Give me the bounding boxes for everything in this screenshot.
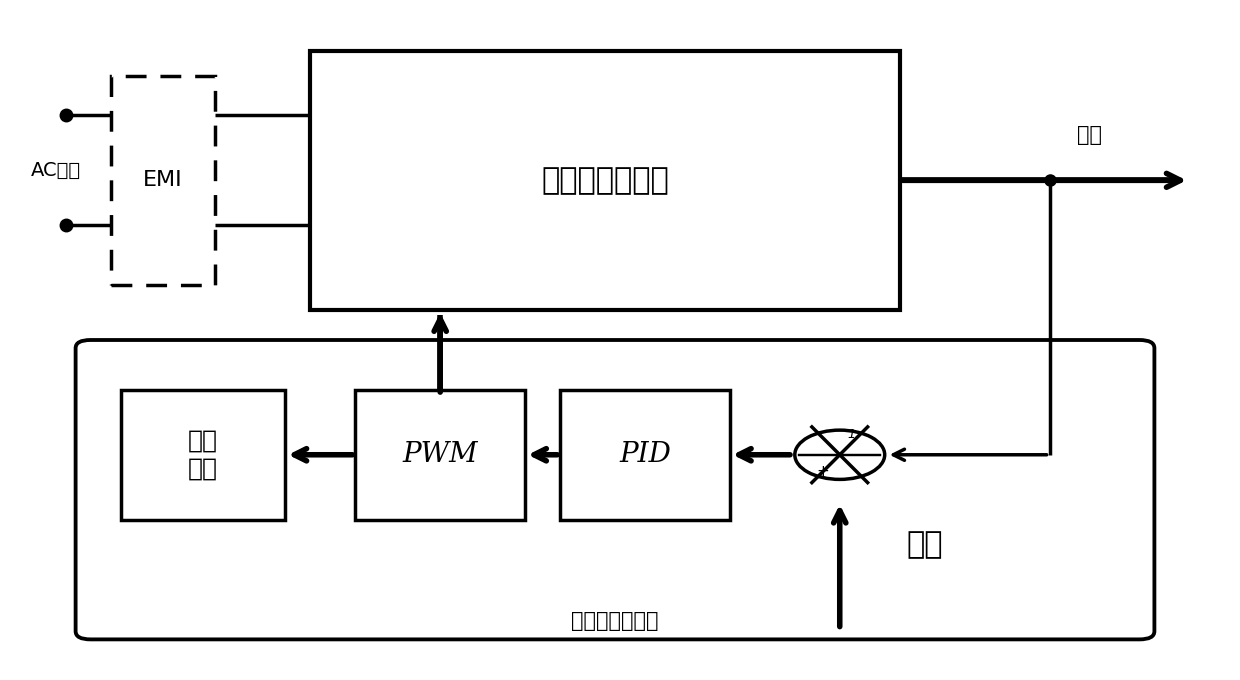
Bar: [110, 75, 216, 285]
Bar: [310, 50, 900, 310]
Text: AC输入: AC输入: [31, 161, 81, 180]
Text: PID: PID: [619, 441, 671, 469]
Circle shape: [795, 430, 884, 479]
Text: 输出: 输出: [1078, 125, 1102, 146]
Text: 开关电源功率级: 开关电源功率级: [541, 166, 668, 195]
Text: EMI: EMI: [143, 170, 182, 190]
Text: 定频
震荡: 定频 震荡: [187, 429, 217, 481]
Text: +: +: [816, 464, 830, 479]
Text: 1: 1: [847, 428, 856, 441]
Text: 开关电源控制级: 开关电源控制级: [572, 611, 658, 632]
FancyBboxPatch shape: [76, 340, 1154, 639]
Bar: [120, 390, 285, 520]
Bar: [356, 390, 525, 520]
Text: 参考: 参考: [906, 530, 942, 559]
Bar: [560, 390, 730, 520]
Text: PWM: PWM: [403, 441, 477, 469]
